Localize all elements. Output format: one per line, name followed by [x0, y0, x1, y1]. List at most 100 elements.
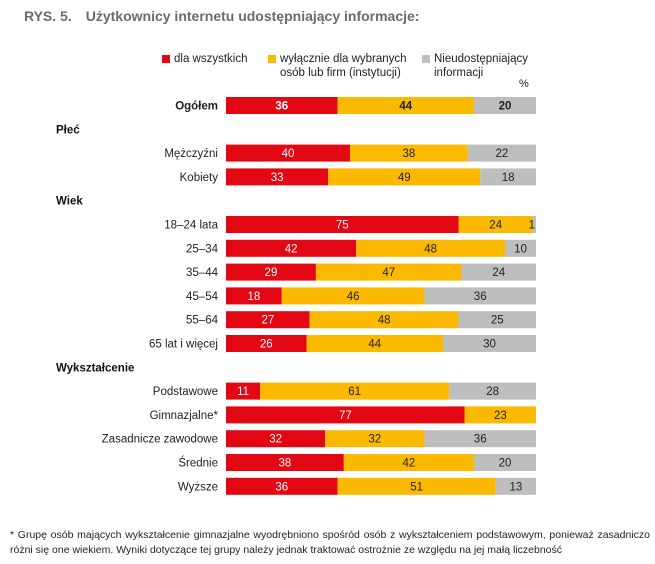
bar-segment-selected	[309, 311, 459, 329]
data-label-selected: 24	[489, 220, 502, 232]
category-label: Zasadnicze zawodowe	[102, 434, 218, 446]
data-label-all: 40	[282, 148, 295, 160]
bar-segment-none	[424, 287, 536, 305]
bar-segment-none	[474, 97, 536, 114]
category-label: 45–54	[186, 291, 219, 303]
footnote: * Grupę osób mających wykształcenie gimn…	[10, 529, 650, 556]
category-label: 35–44	[186, 267, 219, 279]
data-label-selected: 48	[378, 315, 391, 327]
data-label-none: 36	[474, 291, 487, 303]
bar-segment-selected	[260, 382, 450, 400]
legend-swatch-none	[422, 55, 430, 63]
category-label: 65 lat i więcej	[149, 339, 218, 351]
bar-segment-selected	[306, 335, 443, 352]
data-label-none: 20	[499, 458, 512, 470]
data-label-selected: 44	[399, 101, 412, 113]
bar-segment-all	[226, 406, 465, 424]
bar-segment-none	[443, 335, 536, 352]
bar-segment-selected	[315, 263, 462, 281]
unit-label: %	[519, 78, 529, 90]
data-label-all: 36	[275, 481, 288, 493]
data-label-selected: 48	[424, 243, 437, 255]
legend-label-selected: wyłącznie dla wybranych osób lub firm (in…	[280, 53, 407, 79]
data-label-none: 10	[514, 243, 527, 255]
data-label-none: 24	[492, 267, 505, 279]
data-label-none: 20	[499, 101, 512, 113]
category-label: Mężczyźni	[164, 148, 218, 160]
bar-segment-all	[226, 168, 329, 186]
bar-segment-none	[449, 382, 536, 400]
bar-segment-selected	[337, 97, 474, 114]
bar-segment-none	[461, 263, 536, 281]
category-label: Gimnazjalne*	[150, 410, 219, 422]
category-label: Ogółem	[175, 101, 218, 113]
data-label-selected: 49	[398, 172, 411, 184]
category-label: 25–34	[186, 243, 219, 255]
data-label-all: 36	[275, 101, 288, 113]
data-label-selected: 51	[410, 481, 423, 493]
data-label-selected: 32	[368, 434, 381, 446]
bar-segment-all	[226, 144, 350, 162]
bar-segment-selected	[356, 239, 505, 257]
data-label-all: 75	[336, 220, 349, 232]
bar-segment-all	[226, 97, 338, 114]
category-label: 18–24 lata	[164, 220, 218, 232]
bar-segment-all	[226, 263, 316, 281]
bar-segment-none	[467, 144, 536, 162]
data-label-all: 11	[237, 386, 249, 398]
data-label-none: 1	[529, 220, 535, 232]
bar-segment-all	[226, 239, 357, 257]
category-label: Kobiety	[180, 172, 219, 184]
data-label-none: 36	[474, 434, 487, 446]
bar-segment-all	[226, 430, 326, 448]
bar-segment-all	[226, 382, 261, 400]
bar-segment-all	[226, 311, 310, 329]
data-label-all: 26	[260, 339, 273, 351]
bar-segment-none	[474, 454, 536, 471]
data-label-selected: 42	[403, 458, 416, 470]
data-label-none: 13	[509, 481, 522, 493]
bar-segment-selected	[281, 287, 425, 305]
data-label-selected: 23	[494, 410, 507, 422]
group-label: Wykształcenie	[56, 362, 134, 374]
legend-swatch-selected	[268, 55, 276, 63]
category-label: 55–64	[186, 315, 219, 327]
legend-label-all: dla wszystkich	[174, 53, 248, 65]
legend-swatch-all	[162, 55, 170, 63]
data-label-selected: 47	[382, 267, 395, 279]
data-label-all: 27	[261, 315, 274, 327]
data-label-selected: 46	[347, 291, 360, 303]
group-label: Wiek	[56, 196, 83, 208]
category-label: Podstawowe	[153, 386, 218, 398]
data-label-all: 38	[279, 458, 292, 470]
data-label-none: 22	[496, 148, 509, 160]
bar-segment-selected	[464, 406, 536, 424]
data-label-none: 28	[486, 386, 499, 398]
figure-number: RYS. 5.	[24, 8, 72, 24]
figure-title-text: Użytkownicy internetu udostępniający inf…	[85, 8, 420, 24]
group-label: Płeć	[56, 124, 80, 136]
bar-segment-all	[226, 454, 344, 471]
bar-segment-selected	[337, 477, 496, 495]
bar-segment-all	[226, 216, 459, 233]
category-label: Średnie	[178, 457, 218, 470]
category-label: Wyższe	[178, 481, 218, 493]
bar-segment-none	[495, 477, 536, 495]
data-label-all: 32	[269, 434, 282, 446]
data-label-all: 77	[339, 410, 352, 422]
figure-title: RYS. 5. Użytkownicy internetu udostępniaj…	[24, 8, 419, 24]
bar-segment-all	[226, 335, 307, 352]
stacked-bar-chart: Ogółem 36 44 20 Płeć Mężczyźni 40 38 22 Kobiety 33…	[56, 97, 536, 495]
bar-segment-selected	[350, 144, 468, 162]
bar-segment-selected	[458, 216, 533, 233]
data-label-none: 30	[483, 339, 496, 351]
data-label-all: 33	[271, 172, 284, 184]
data-label-all: 42	[285, 243, 298, 255]
bar-segment-none	[532, 216, 536, 233]
bar-segment-selected	[343, 454, 474, 471]
bar-segment-none	[458, 311, 536, 329]
bar-segment-all	[226, 287, 282, 305]
bar-segment-none	[505, 239, 536, 257]
data-label-selected: 61	[348, 386, 361, 398]
legend-label-none: Nieudostępniający informacji	[434, 53, 528, 79]
